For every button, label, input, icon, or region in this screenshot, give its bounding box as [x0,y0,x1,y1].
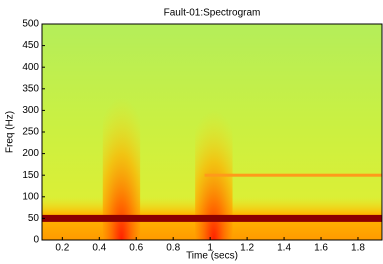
x-tick-label: 1 [207,243,213,254]
y-axis-label: Freq (Hz) [5,111,16,153]
harmonic-line [205,174,382,177]
y-tick-label: 250 [22,127,39,138]
x-tick-label: 1.6 [314,243,328,254]
y-tick-label: 150 [22,170,39,181]
y-tick-label: 400 [22,62,39,73]
x-tick-label: 0.8 [166,243,180,254]
y-tick-label: 0 [33,235,39,246]
y-tick-label: 200 [22,148,39,159]
chart: Fault-01:Spectrogram Time (secs) Freq (H… [0,0,383,264]
plot-area [42,24,382,240]
x-tick-label: 0.2 [55,243,69,254]
harmonic-line [42,215,382,222]
x-tick-label: 1.2 [240,243,254,254]
chart-title: Fault-01:Spectrogram [164,8,261,19]
y-tick-label: 350 [22,83,39,94]
x-tick-label: 1.4 [277,243,291,254]
x-tick-label: 1.8 [351,243,365,254]
y-tick-label: 100 [22,191,39,202]
y-tick-label: 450 [22,40,39,51]
x-tick-label: 0.6 [129,243,143,254]
y-tick-label: 50 [28,213,40,224]
y-tick-label: 500 [22,19,39,30]
x-tick-label: 0.4 [92,243,106,254]
y-tick-label: 300 [22,105,39,116]
